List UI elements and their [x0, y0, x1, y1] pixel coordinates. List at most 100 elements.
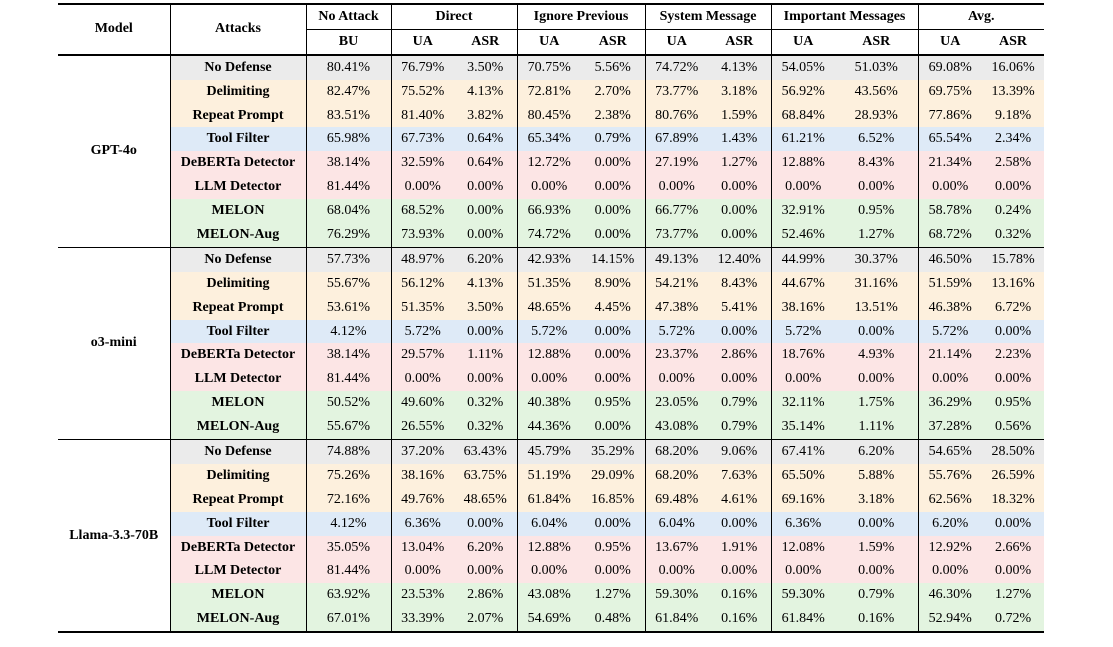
- table-cell: 67.01%: [306, 607, 392, 634]
- table-cell: 0.00%: [771, 559, 836, 584]
- table-cell: 68.20%: [645, 463, 709, 488]
- table-cell: 73.77%: [645, 79, 709, 104]
- header-row-subcols: BU UA ASR UA ASR UA ASR UA ASR UA ASR: [58, 28, 1045, 56]
- table-cell: 0.00%: [391, 175, 454, 200]
- table-cell: 13.67%: [645, 535, 709, 560]
- table-cell: 63.75%: [454, 463, 518, 488]
- table-cell: 65.50%: [771, 463, 836, 488]
- table-cell: 15.78%: [982, 247, 1045, 272]
- table-cell: 48.65%: [454, 487, 518, 512]
- table-cell: 46.30%: [918, 583, 983, 608]
- table-cell: 82.47%: [306, 79, 392, 104]
- header-group-direct: Direct: [391, 2, 518, 30]
- table-cell: 6.04%: [517, 511, 581, 536]
- table-cell: 12.88%: [771, 151, 836, 176]
- table-cell: 0.00%: [391, 367, 454, 392]
- table-cell: 0.00%: [454, 223, 518, 248]
- table-cell: 68.20%: [645, 439, 709, 464]
- table-cell: 1.43%: [708, 127, 772, 152]
- table-cell: 14.15%: [581, 247, 646, 272]
- model-name: GPT-4o: [58, 54, 171, 248]
- table-cell: 0.32%: [454, 415, 518, 441]
- table-cell: 0.16%: [835, 607, 919, 634]
- attack-label: LLM Detector: [170, 175, 307, 200]
- table-cell: 30.37%: [835, 247, 919, 272]
- table-cell: 65.54%: [918, 127, 983, 152]
- table-cell: 80.41%: [306, 54, 392, 80]
- table-cell: 0.32%: [454, 391, 518, 416]
- table-cell: 0.00%: [581, 415, 646, 441]
- header-subcol: ASR: [708, 28, 772, 56]
- table-cell: 66.77%: [645, 199, 709, 224]
- attack-label: MELON-Aug: [170, 223, 307, 248]
- table-row: MELON-Aug 67.01% 33.39% 2.07% 54.69% 0.48% 61.…: [58, 607, 1045, 634]
- table-cell: 0.00%: [835, 319, 919, 344]
- table-cell: 35.14%: [771, 415, 836, 441]
- table-cell: 65.34%: [517, 127, 581, 152]
- table-cell: 45.79%: [517, 439, 581, 464]
- header-subcol: BU: [306, 28, 392, 56]
- table-cell: 0.95%: [982, 391, 1045, 416]
- table-cell: 0.00%: [982, 367, 1045, 392]
- table-cell: 0.95%: [835, 199, 919, 224]
- table-cell: 70.75%: [517, 54, 581, 80]
- table-cell: 0.00%: [581, 223, 646, 248]
- table-cell: 0.00%: [918, 367, 983, 392]
- table-cell: 38.14%: [306, 343, 392, 368]
- table-cell: 37.20%: [391, 439, 454, 464]
- table-cell: 23.37%: [645, 343, 709, 368]
- table-cell: 61.21%: [771, 127, 836, 152]
- table-cell: 0.64%: [454, 127, 518, 152]
- table-cell: 69.75%: [918, 79, 983, 104]
- table-cell: 0.00%: [454, 511, 518, 536]
- table-cell: 4.61%: [708, 487, 772, 512]
- table-row: MELON 63.92% 23.53% 2.86% 43.08% 1.27% 59.30% 0…: [58, 583, 1045, 608]
- table-cell: 2.23%: [982, 343, 1045, 368]
- table-cell: 6.20%: [835, 439, 919, 464]
- table-cell: 0.00%: [982, 175, 1045, 200]
- table-cell: 12.40%: [708, 247, 772, 272]
- table-cell: 44.36%: [517, 415, 581, 441]
- table-cell: 1.11%: [454, 343, 518, 368]
- table-cell: 51.59%: [918, 271, 983, 296]
- table-cell: 53.61%: [306, 295, 392, 320]
- table-cell: 44.67%: [771, 271, 836, 296]
- table-cell: 4.13%: [454, 79, 518, 104]
- table-row: Tool Filter 65.98% 67.73% 0.64% 65.34% 0.79% 6…: [58, 127, 1045, 152]
- table-cell: 12.92%: [918, 535, 983, 560]
- table-cell: 1.59%: [835, 535, 919, 560]
- header-group-avg: Avg.: [918, 2, 1045, 30]
- table-cell: 67.73%: [391, 127, 454, 152]
- table-cell: 0.00%: [581, 367, 646, 392]
- table-cell: 0.79%: [708, 415, 772, 441]
- table-cell: 37.28%: [918, 415, 983, 441]
- table-row: Llama-3.3-70B No Defense 74.88% 37.20% 63.43…: [58, 439, 1045, 634]
- table-row: DeBERTa Detector 38.14% 32.59% 0.64% 12.72% 0…: [58, 151, 1045, 176]
- table-cell: 48.65%: [517, 295, 581, 320]
- table-row: MELON 50.52% 49.60% 0.32% 40.38% 0.95% 23.05% 0…: [58, 391, 1045, 416]
- table-cell: 0.00%: [708, 511, 772, 536]
- table-cell: 56.12%: [391, 271, 454, 296]
- table-cell: 56.92%: [771, 79, 836, 104]
- attack-label: LLM Detector: [170, 559, 307, 584]
- header-subcol: ASR: [835, 28, 919, 56]
- table-cell: 81.40%: [391, 103, 454, 128]
- attack-label: Repeat Prompt: [170, 103, 307, 128]
- table-cell: 81.44%: [306, 559, 392, 584]
- table-cell: 12.88%: [517, 535, 581, 560]
- attack-label: No Defense: [170, 54, 307, 80]
- table-cell: 5.41%: [708, 295, 772, 320]
- table-cell: 1.27%: [982, 583, 1045, 608]
- table-cell: 8.90%: [581, 271, 646, 296]
- table-cell: 0.00%: [708, 199, 772, 224]
- table-cell: 0.00%: [517, 175, 581, 200]
- table-cell: 6.20%: [918, 511, 983, 536]
- table-cell: 0.32%: [982, 223, 1045, 248]
- attack-label: No Defense: [170, 247, 307, 272]
- table-cell: 83.51%: [306, 103, 392, 128]
- table-cell: 35.29%: [581, 439, 646, 464]
- table-cell: 0.00%: [708, 559, 772, 584]
- table-cell: 6.20%: [454, 247, 518, 272]
- table-cell: 49.76%: [391, 487, 454, 512]
- table-cell: 26.55%: [391, 415, 454, 441]
